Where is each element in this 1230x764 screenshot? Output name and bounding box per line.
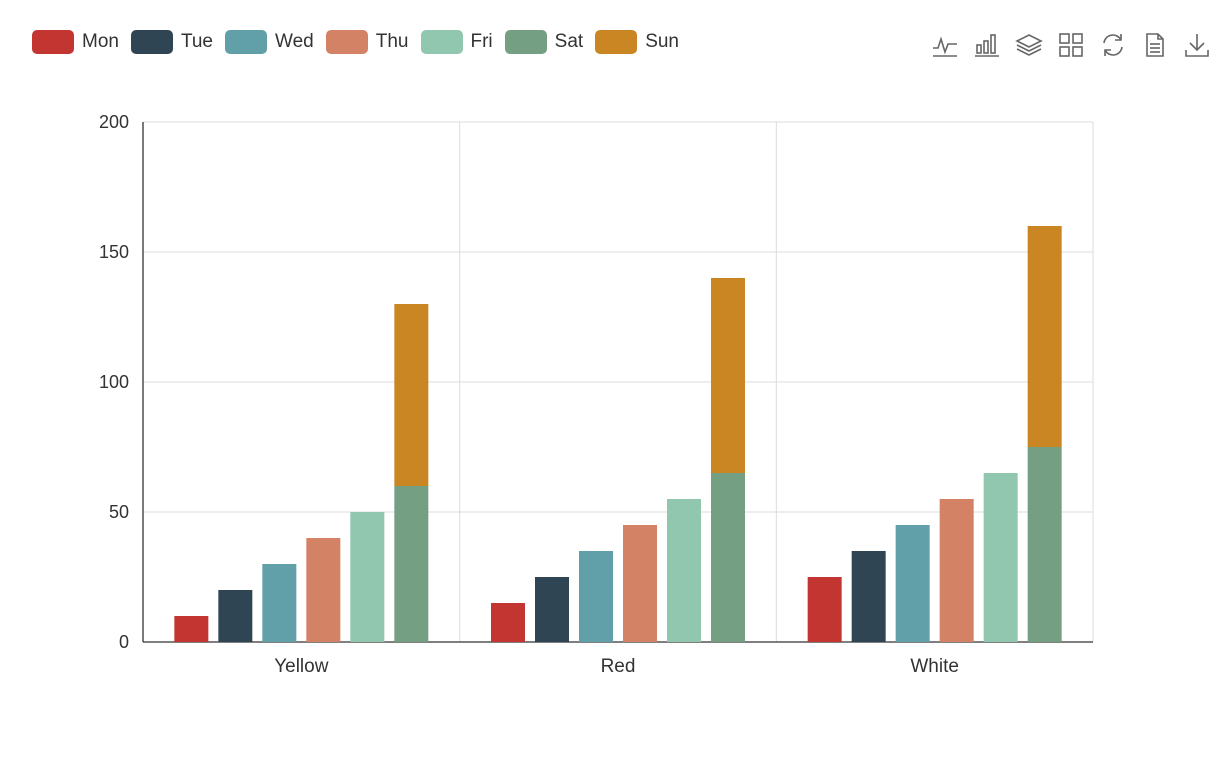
legend-item-sat[interactable]: Sat — [504, 30, 584, 54]
legend-swatch — [130, 30, 173, 54]
stack-icon — [1015, 34, 1043, 56]
legend-label: Tue — [180, 31, 214, 52]
bar-red-mon — [491, 603, 525, 642]
bar-white-sun — [1027, 226, 1062, 447]
bar-red-sun — [711, 278, 745, 473]
x-tick-label: Yellow — [274, 656, 329, 677]
legend-item-fri[interactable]: Fri — [420, 30, 493, 54]
y-tick-label: 50 — [109, 502, 129, 522]
legend-label: Sat — [554, 31, 584, 52]
legend-label: Sun — [645, 31, 679, 52]
legend-swatch — [420, 30, 463, 54]
bar-yellow-thu — [306, 538, 341, 642]
data-view-icon — [1146, 33, 1164, 57]
x-tick-label: Red — [601, 656, 636, 677]
legend-swatch — [595, 30, 638, 54]
bar-white-mon — [807, 577, 842, 642]
bar-yellow-mon — [174, 616, 209, 642]
restore-button[interactable] — [1098, 30, 1128, 60]
line-chart-button[interactable] — [930, 30, 960, 60]
legend-item-sun[interactable]: Sun — [595, 30, 679, 54]
legend-item-tue[interactable]: Tue — [130, 30, 214, 54]
bar-white-tue — [851, 551, 886, 642]
bar-chart-button[interactable] — [972, 30, 1002, 60]
bar-white-sat — [1027, 447, 1062, 642]
stack-button[interactable] — [1014, 30, 1044, 60]
bar-red-fri — [667, 499, 701, 642]
legend-label: Wed — [275, 31, 314, 52]
line-chart-icon — [933, 36, 957, 57]
toolbox — [930, 30, 1212, 60]
bar-white-wed — [895, 525, 930, 642]
bar-red-wed — [579, 551, 613, 642]
y-tick-label: 200 — [99, 112, 129, 132]
x-tick-label: White — [910, 656, 959, 677]
y-tick-label: 150 — [99, 242, 129, 262]
legend-item-wed[interactable]: Wed — [225, 30, 314, 54]
data-view-button[interactable] — [1140, 30, 1170, 60]
restore-icon — [1103, 34, 1123, 56]
legend-swatch — [225, 30, 268, 54]
bar-red-thu — [623, 525, 657, 642]
legend-swatch — [504, 30, 547, 54]
bar-yellow-tue — [218, 590, 253, 642]
legend-item-thu[interactable]: Thu — [325, 30, 409, 54]
legend-item-mon[interactable]: Mon — [32, 30, 119, 54]
legend-label: Fri — [470, 31, 493, 52]
y-tick-label: 0 — [119, 632, 129, 652]
bar-white-fri — [983, 473, 1018, 642]
bar-yellow-wed — [262, 564, 297, 642]
legend-label: Thu — [375, 31, 409, 52]
tile-icon — [1059, 33, 1083, 57]
legend: Mon Tue Wed Thu Fri Sat Sun — [32, 30, 679, 54]
legend-swatch — [32, 30, 74, 54]
tile-button[interactable] — [1056, 30, 1086, 60]
legend-swatch — [325, 30, 368, 54]
save-image-icon — [1185, 34, 1209, 57]
bar-white-thu — [939, 499, 974, 642]
bar-chart-icon — [975, 34, 999, 57]
save-image-button[interactable] — [1182, 30, 1212, 60]
bar-red-tue — [535, 577, 569, 642]
y-tick-label: 100 — [99, 372, 129, 392]
bar-red-sat — [711, 473, 745, 642]
bar-yellow-sun — [394, 304, 429, 486]
legend-label: Mon — [82, 31, 119, 52]
bar-yellow-sat — [394, 486, 429, 642]
bar-yellow-fri — [350, 512, 385, 642]
